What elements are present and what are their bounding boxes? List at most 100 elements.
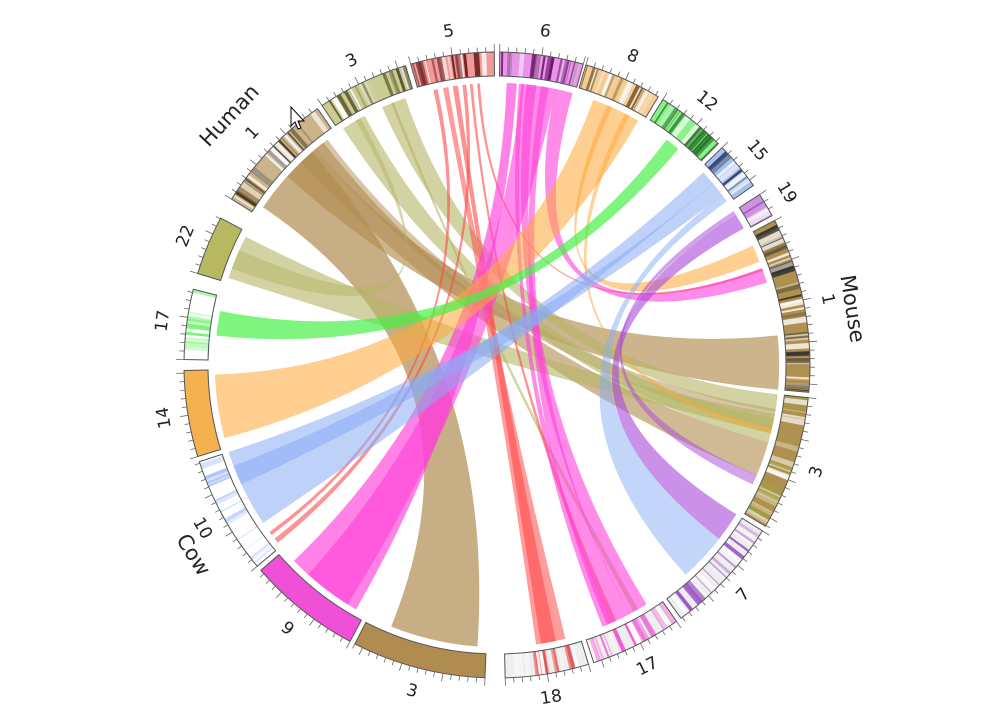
cytoband [184,347,209,352]
synteny-link-olive[interactable] [228,236,776,434]
chromosome-cow-9[interactable] [260,553,362,643]
chromosome-human-22[interactable] [197,217,243,282]
chromosome-human-5[interactable] [410,51,495,88]
chromosome-label: 8 [624,45,642,68]
chromosome-label: 3 [343,49,361,72]
cytoband [336,94,353,117]
tick-mark [345,641,351,649]
synteny-link-blue[interactable] [228,183,723,485]
synteny-link-magenta[interactable] [528,86,630,625]
cytoband [284,134,302,154]
chromosome-human-15[interactable] [704,146,755,200]
cytoband [538,650,547,675]
cytoband [585,67,597,91]
cytoband [214,489,237,502]
chromosome-human-17[interactable] [183,288,218,361]
tick-mark [184,307,190,310]
tick-mark [609,656,612,662]
chromosome-human-1[interactable] [230,107,332,213]
synteny-link-blue[interactable] [599,194,727,575]
tick-mark [654,634,659,640]
chromosome-human-6[interactable] [499,51,584,88]
synteny-link-magenta[interactable] [520,84,647,615]
synteny-link-red[interactable] [269,89,451,536]
cytoband [184,337,210,345]
chromosome-label: 7 [732,584,754,606]
synteny-link-magenta[interactable] [515,83,613,627]
synteny-link-red[interactable] [274,84,471,543]
cytoband [203,465,227,477]
cytoband [594,70,605,94]
chromosome-cow-3[interactable] [354,621,487,679]
cytoband [711,155,731,173]
cytoband [184,347,209,353]
cytoband [782,316,808,326]
cytoband [589,637,602,662]
synteny-link-orange[interactable] [214,99,639,439]
chromosome-label: 1 [817,292,839,307]
cytoband [785,351,810,357]
cytoband [600,72,613,97]
cytoband [766,252,790,264]
cytoband [775,440,800,449]
tick-mark [788,479,796,484]
tick-mark [201,247,207,250]
cytoband [523,652,531,677]
cytoband [768,257,792,269]
chromosome-cow-14[interactable] [183,369,222,458]
chromosome-cow-10[interactable] [198,453,277,567]
cytoband [544,56,552,81]
tick-mark [247,559,253,564]
tick-mark [358,647,363,656]
cytoband [243,180,264,196]
cytoband [507,52,513,77]
chromosome-outline [504,640,590,679]
cytoband [632,618,648,642]
cytoband [715,160,736,179]
cytoband [289,127,309,149]
cytoband [529,53,538,79]
cytoband [534,54,541,79]
tick-mark [681,617,686,622]
tick-mark [352,643,356,649]
chromosome-mouse-7[interactable] [666,517,764,619]
cytoband [783,397,808,406]
synteny-link-purple[interactable] [619,211,757,485]
tick-mark [778,225,784,229]
synteny-link-green[interactable] [216,139,679,340]
cytoband [658,601,677,625]
tick-mark [662,92,668,100]
cytoband [184,345,209,349]
cytoband [661,107,679,130]
chromosome-mouse-1[interactable] [752,219,811,393]
chromosome-mouse-18[interactable] [504,640,590,679]
cytoband [696,571,717,592]
cytoband [199,456,225,470]
chromosome-human-3[interactable] [321,65,414,127]
synteny-link-purple[interactable] [612,215,744,539]
chromosome-outline [183,288,218,361]
tick-mark [714,589,719,594]
chromosome-label: 9 [277,618,298,640]
chromosome-mouse-3[interactable] [744,394,809,527]
tick-mark [450,47,453,56]
tick-mark [558,53,560,59]
cytoband [690,578,708,598]
cytoband [542,650,549,675]
chromosome-human-12[interactable] [649,98,720,162]
tick-mark [791,256,800,260]
tick-mark [383,657,387,663]
chromosome-human-19[interactable] [738,193,773,228]
tick-mark [231,188,237,193]
synteny-link-orange[interactable] [574,105,760,292]
cytoband [775,281,800,291]
tick-mark [225,531,233,537]
chromosome-mouse-17[interactable] [585,601,678,664]
tick-mark [265,579,270,584]
cytoband [455,54,460,79]
cytoband [382,72,394,97]
tick-mark [195,263,201,266]
chromosome-human-8[interactable] [578,64,659,118]
tick-mark [546,673,549,682]
cytoband [539,650,546,675]
